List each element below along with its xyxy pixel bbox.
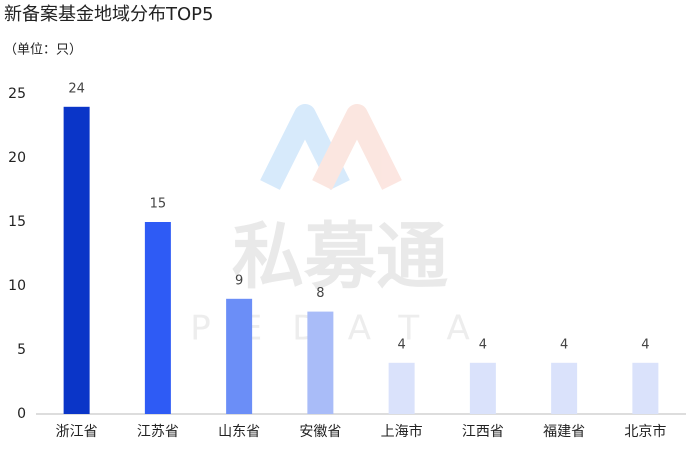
y-tick-label: 20 — [8, 150, 26, 166]
bar — [144, 222, 171, 414]
chart-title: 新备案基金地域分布TOP5 — [4, 4, 213, 25]
y-tick-label: 0 — [17, 406, 26, 422]
data-label: 8 — [316, 286, 324, 301]
bar — [63, 106, 90, 415]
y-tick-label: 10 — [8, 278, 26, 294]
watermark-logo — [260, 104, 402, 190]
x-tick-label: 安徽省 — [299, 424, 341, 440]
watermark: 私募通 — [232, 215, 448, 299]
data-label: 4 — [479, 337, 487, 352]
chart-subtitle: （单位：只） — [4, 43, 82, 58]
bar — [307, 311, 334, 414]
x-tick-label: 北京市 — [624, 423, 666, 440]
x-tick-label: 江西省 — [462, 424, 504, 440]
y-tick-label: 15 — [8, 214, 26, 230]
y-tick-label: 25 — [8, 86, 26, 102]
data-label: 9 — [235, 273, 243, 288]
data-label: 15 — [150, 197, 167, 212]
data-label: 4 — [560, 337, 568, 352]
y-tick-label: 5 — [17, 342, 26, 358]
x-tick-label: 浙江省 — [56, 424, 98, 440]
bar — [388, 362, 415, 414]
data-label: 4 — [641, 337, 649, 352]
x-tick-label: 江苏省 — [137, 424, 179, 440]
x-tick-label: 山东省 — [218, 424, 260, 440]
bar — [469, 362, 496, 414]
bar — [632, 362, 659, 414]
bar — [551, 362, 578, 414]
data-label: 24 — [68, 81, 85, 96]
x-tick-label: 福建省 — [543, 424, 585, 440]
data-label: 4 — [397, 337, 405, 352]
bar — [226, 298, 253, 414]
x-tick-label: 上海市 — [381, 423, 423, 440]
